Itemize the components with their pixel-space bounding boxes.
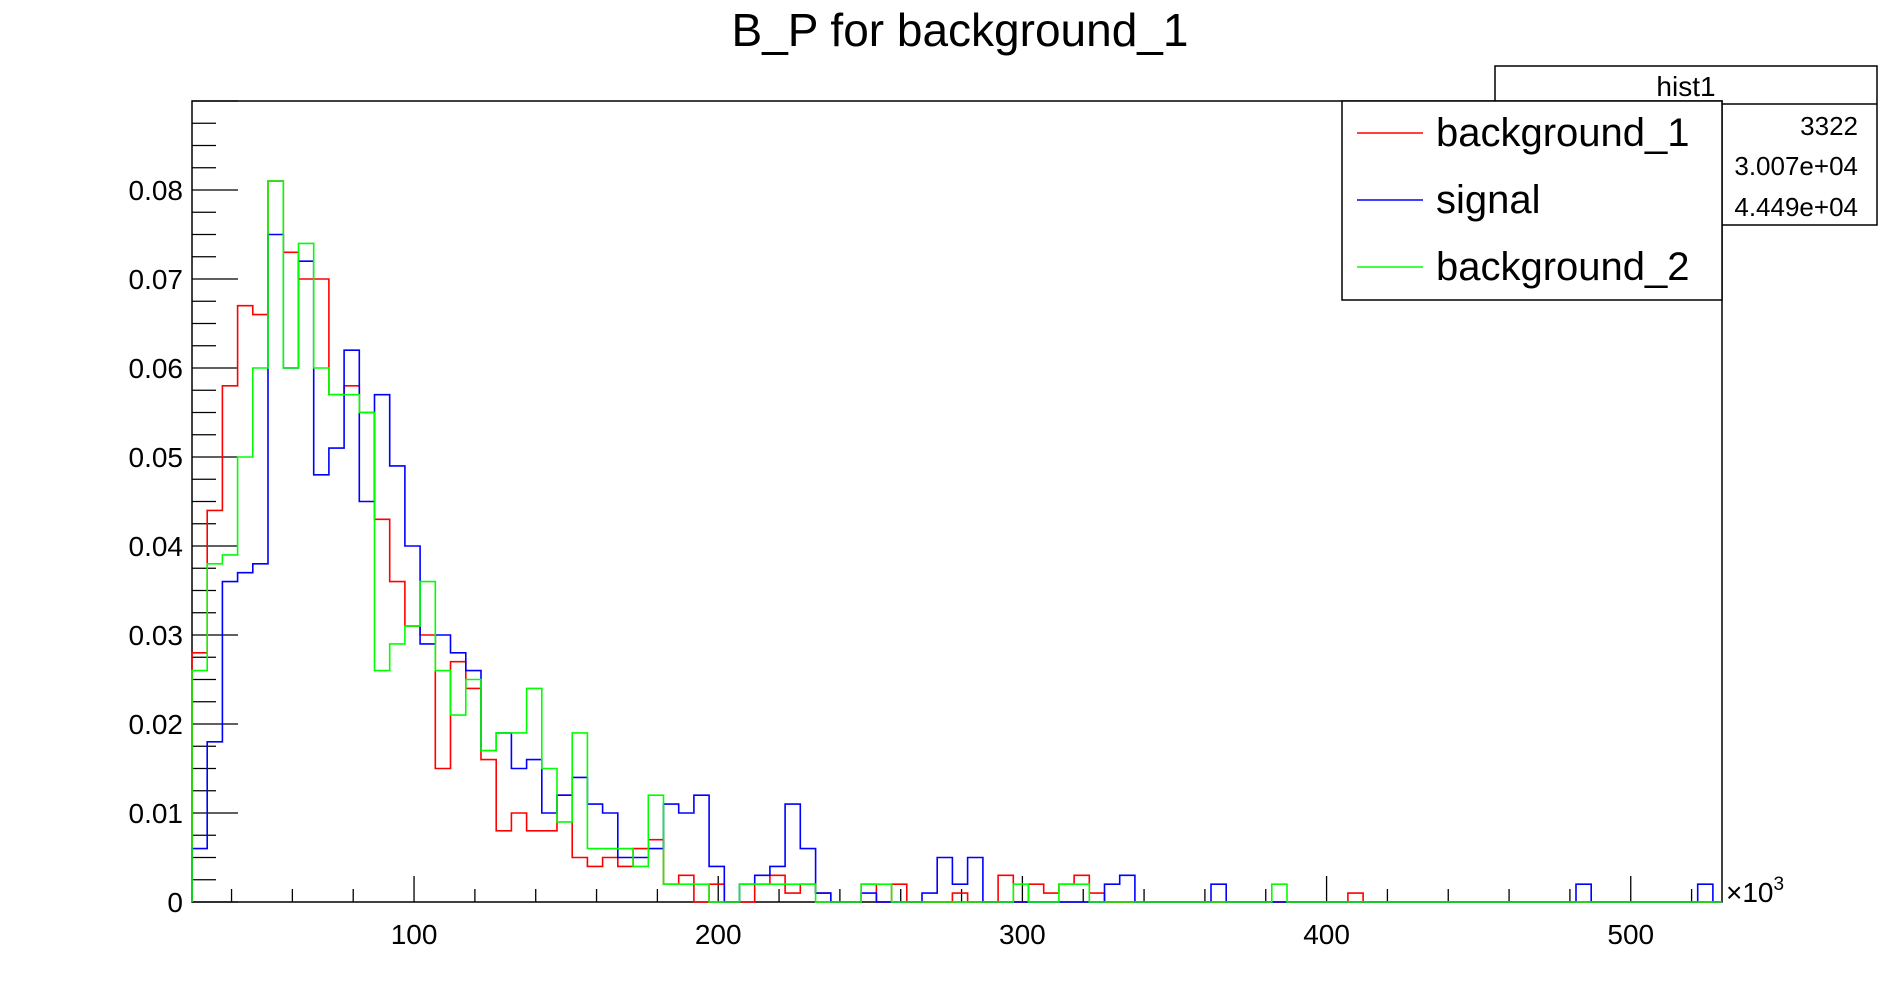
series-signal bbox=[191, 233, 1722, 903]
y-tick-label: 0.08 bbox=[129, 175, 184, 206]
y-tick-label: 0.02 bbox=[129, 709, 184, 740]
histogram-series bbox=[191, 180, 1722, 903]
stats-box-entries: 3322 bbox=[1800, 111, 1858, 141]
x-exponent-power: 3 bbox=[1774, 874, 1785, 895]
y-axis: 0 0.01 0.02 0.03 0.04 0.05 0.06 0.07 0.08 bbox=[129, 100, 238, 918]
y-tick-label: 0.05 bbox=[129, 442, 184, 473]
series-background-2 bbox=[191, 180, 1722, 903]
stats-box-stddev: 4.449e+04 bbox=[1734, 192, 1858, 222]
y-tick-label: 0.03 bbox=[129, 620, 184, 651]
x-tick-label: 200 bbox=[695, 919, 742, 950]
chart-title: B_P for background_1 bbox=[732, 4, 1189, 56]
legend-label-background-2: background_2 bbox=[1436, 245, 1690, 289]
x-exponent-base: ×10 bbox=[1726, 877, 1774, 908]
x-axis: 100 200 300 400 500 bbox=[230, 876, 1693, 950]
legend-label-background-1: background_1 bbox=[1436, 111, 1690, 155]
y-tick-label: 0.07 bbox=[129, 264, 184, 295]
legend: background_1 signal background_2 bbox=[1341, 100, 1723, 301]
y-tick-label: 0.06 bbox=[129, 353, 184, 384]
legend-label-signal: signal bbox=[1436, 178, 1541, 222]
stats-box-title: hist1 bbox=[1656, 71, 1715, 102]
y-tick-label: 0 bbox=[167, 887, 183, 918]
y-tick-label: 0.01 bbox=[129, 798, 184, 829]
x-tick-label: 100 bbox=[391, 919, 438, 950]
x-tick-label: 400 bbox=[1303, 919, 1350, 950]
y-tick-label: 0.04 bbox=[129, 531, 184, 562]
x-axis-exponent: ×103 bbox=[1726, 874, 1784, 908]
x-tick-label: 300 bbox=[999, 919, 1046, 950]
x-tick-label: 500 bbox=[1607, 919, 1654, 950]
stats-box-mean: 3.007e+04 bbox=[1734, 151, 1858, 181]
